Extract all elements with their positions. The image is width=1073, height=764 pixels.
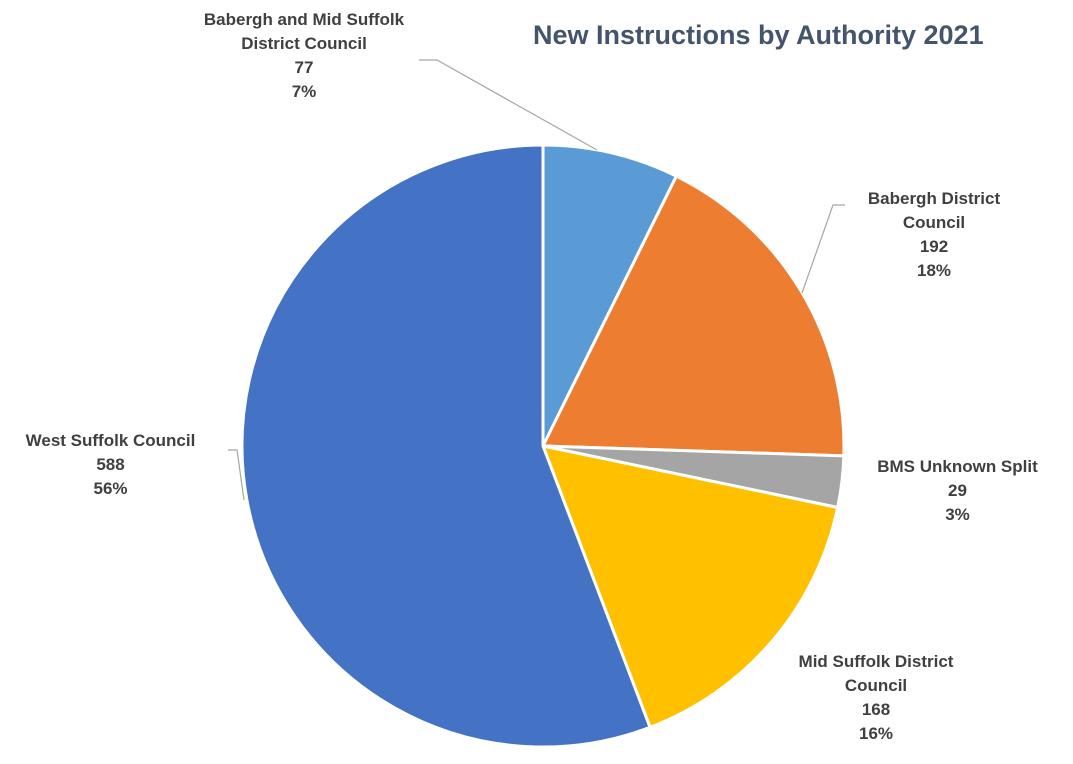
data-label-name: Babergh District Council (867, 189, 1001, 232)
data-label-babergh: Babergh District Council 192 18% (846, 187, 1022, 283)
data-label-name: West Suffolk Council (25, 431, 196, 450)
data-label-west-suffolk: West Suffolk Council 588 56% (8, 429, 213, 501)
chart-title: New Instructions by Authority 2021 (533, 20, 984, 50)
data-label-percent: 56% (93, 479, 128, 498)
data-label-value: 77 (294, 58, 314, 77)
data-label-percent: 7% (291, 82, 317, 101)
data-label-percent: 3% (945, 505, 970, 524)
leader-line (228, 449, 245, 501)
leader-line (801, 204, 845, 294)
data-label-name: BMS Unknown Split (877, 457, 1038, 476)
data-label-name: Babergh and Mid Suffolk District Council (203, 10, 405, 53)
pie-slice-babergh-district-council (541, 174, 846, 458)
data-label-value: 168 (861, 700, 891, 719)
data-label-value: 192 (919, 237, 949, 256)
data-label-value: 588 (96, 455, 125, 474)
data-label-name: Mid Suffolk District Council (798, 652, 954, 695)
data-label-mid-suffolk: Mid Suffolk District Council 168 16% (778, 650, 974, 746)
pie-slice-west-suffolk-council (240, 143, 652, 749)
data-label-babergh-mid-suffolk: Babergh and Mid Suffolk District Council… (183, 8, 425, 104)
data-label-bms-unknown-split: BMS Unknown Split 29 3% (845, 455, 1070, 527)
pie-slice-babergh-and-mid-suffolk-district-council (541, 143, 678, 448)
data-label-percent: 16% (858, 724, 894, 743)
leader-line (419, 59, 598, 151)
data-label-value: 29 (948, 481, 967, 500)
data-label-percent: 18% (916, 261, 952, 280)
pie-slice-mid-suffolk-district-council (541, 444, 840, 729)
